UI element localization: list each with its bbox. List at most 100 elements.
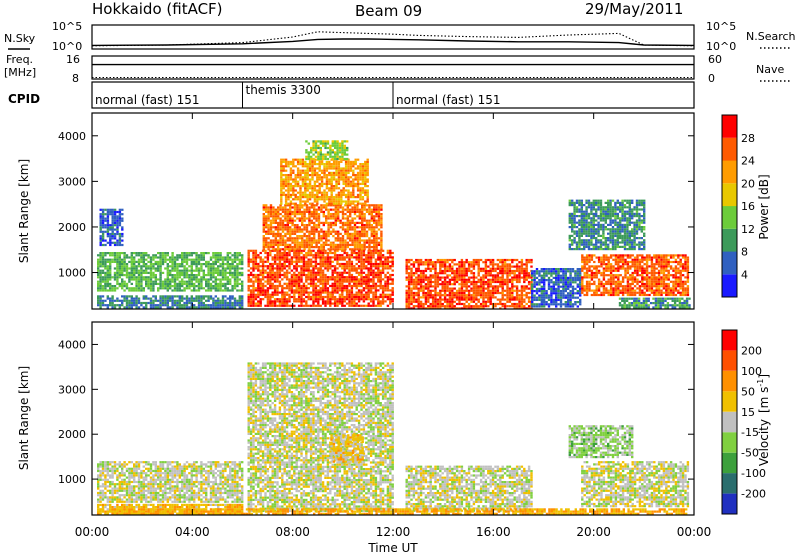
data-cell	[312, 260, 315, 263]
data-cell	[197, 304, 201, 307]
data-cell	[361, 187, 365, 190]
data-cell	[278, 298, 282, 301]
data-cell	[439, 294, 442, 297]
data-cell	[341, 256, 344, 259]
data-cell	[219, 271, 222, 274]
data-cell	[477, 258, 480, 262]
noise-panel: N.Sky 10^5 10^0 10^5 10^0 N.Search	[4, 20, 796, 53]
data-cell	[381, 254, 385, 257]
data-cell	[224, 282, 227, 285]
data-cell	[276, 278, 279, 281]
data-cell	[284, 196, 288, 199]
data-cell	[236, 289, 239, 292]
data-cell	[337, 215, 340, 218]
data-cell	[266, 280, 270, 283]
data-cell	[503, 298, 507, 301]
data-cell	[380, 237, 383, 240]
data-cell	[351, 232, 354, 235]
data-cell	[257, 278, 260, 281]
data-cell	[372, 265, 375, 268]
data-cell	[296, 176, 300, 179]
data-cell	[475, 294, 478, 297]
data-cell	[308, 232, 311, 235]
data-cell	[247, 284, 250, 288]
data-cell	[525, 274, 528, 277]
data-cell	[109, 301, 112, 305]
data-cell	[238, 271, 241, 274]
data-cell	[366, 163, 369, 166]
data-cell	[147, 260, 150, 263]
data-cell	[118, 267, 121, 270]
data-cell	[195, 299, 198, 302]
data-cell	[441, 298, 444, 301]
data-cell	[319, 260, 322, 263]
data-cell	[178, 280, 181, 283]
data-cell	[427, 261, 430, 264]
data-cell	[310, 219, 313, 222]
data-cell	[128, 256, 131, 259]
data-cell	[330, 174, 333, 177]
data-cell	[373, 226, 376, 229]
data-cell	[386, 289, 390, 292]
data-cell	[313, 187, 317, 190]
data-cell	[323, 176, 326, 179]
data-cell	[145, 301, 148, 305]
data-cell	[304, 191, 307, 194]
data-cell	[427, 285, 430, 288]
data-cell	[297, 265, 301, 268]
data-cell	[164, 301, 167, 305]
data-cell	[362, 295, 366, 299]
data-cell	[503, 267, 507, 270]
data-cell	[339, 232, 342, 235]
data-cell	[106, 221, 110, 225]
data-cell	[226, 287, 229, 290]
data-cell	[111, 217, 114, 220]
data-cell	[302, 291, 306, 294]
data-cell	[300, 269, 303, 272]
data-cell	[337, 206, 340, 209]
data-cell	[314, 260, 318, 263]
data-cell	[312, 298, 315, 301]
data-cell	[274, 237, 277, 240]
data-cell	[262, 246, 265, 249]
data-cell	[366, 167, 369, 170]
data-cell	[335, 180, 338, 183]
data-cell	[439, 300, 442, 303]
data-cell	[193, 282, 196, 285]
data-cell	[164, 285, 167, 288]
data-cell	[290, 258, 294, 261]
data-cell	[261, 249, 265, 252]
data-cell	[317, 278, 320, 281]
data-cell	[374, 291, 378, 294]
data-cell	[106, 282, 109, 285]
data-cell	[377, 254, 380, 257]
data-cell	[207, 269, 210, 272]
data-cell	[326, 280, 330, 283]
data-cell	[277, 228, 280, 231]
data-cell	[116, 267, 119, 270]
data-cell	[116, 215, 119, 218]
data-cell	[355, 269, 358, 272]
data-cell	[106, 280, 109, 283]
data-cell	[381, 295, 385, 299]
data-cell	[366, 174, 369, 177]
data-cell	[321, 289, 325, 292]
data-cell	[300, 258, 303, 261]
data-cell	[159, 299, 162, 302]
data-cell	[472, 285, 476, 288]
data-cell	[195, 254, 198, 257]
data-cell	[292, 187, 295, 190]
data-cell	[314, 267, 318, 270]
data-cell	[283, 258, 286, 261]
data-cell	[101, 304, 105, 307]
data-cell	[386, 298, 390, 301]
data-cell	[252, 258, 255, 261]
data-cell	[368, 213, 371, 216]
data-cell	[334, 204, 337, 207]
data-cell	[503, 289, 507, 292]
data-cell	[338, 302, 342, 305]
data-cell	[121, 219, 124, 222]
data-cell	[472, 289, 476, 292]
data-cell	[511, 278, 514, 281]
data-cell	[327, 248, 330, 251]
